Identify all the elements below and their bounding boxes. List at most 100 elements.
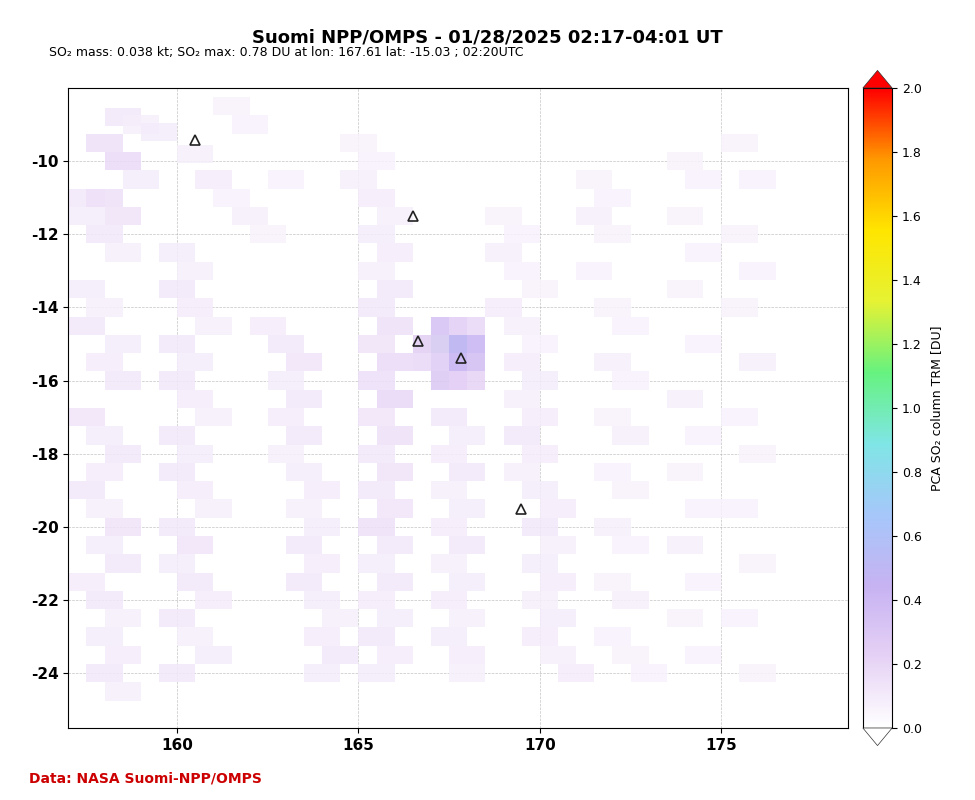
Bar <box>522 591 558 609</box>
Bar <box>177 627 214 646</box>
Bar <box>104 518 140 536</box>
Bar <box>449 463 486 481</box>
Bar <box>104 554 140 573</box>
Bar <box>449 371 486 390</box>
Bar <box>685 170 722 189</box>
Bar <box>667 280 703 298</box>
Bar <box>87 536 123 554</box>
Bar <box>177 145 214 163</box>
Bar <box>195 646 231 664</box>
Bar <box>87 463 123 481</box>
Bar <box>449 536 486 554</box>
Bar <box>449 426 486 445</box>
Bar <box>268 170 304 189</box>
Bar <box>68 408 104 426</box>
Bar <box>359 554 395 573</box>
Bar <box>595 225 631 243</box>
Bar <box>540 609 576 627</box>
Bar <box>68 280 104 298</box>
Bar <box>722 134 758 152</box>
Bar <box>522 627 558 646</box>
Bar <box>486 298 522 317</box>
Bar <box>431 335 467 353</box>
Bar <box>159 664 195 682</box>
Bar <box>104 682 140 701</box>
Y-axis label: PCA SO₂ column TRM [DU]: PCA SO₂ column TRM [DU] <box>930 326 943 490</box>
Bar <box>449 335 486 353</box>
Bar <box>68 317 104 335</box>
Bar <box>286 573 322 591</box>
Bar <box>739 664 776 682</box>
Bar <box>558 664 595 682</box>
Bar <box>123 115 159 134</box>
Bar <box>286 536 322 554</box>
Bar <box>595 573 631 591</box>
Bar <box>304 591 340 609</box>
Bar <box>595 463 631 481</box>
Bar <box>486 243 522 262</box>
Bar <box>685 335 722 353</box>
Bar <box>268 445 304 463</box>
Bar <box>685 499 722 518</box>
Bar <box>376 609 412 627</box>
Bar <box>268 335 304 353</box>
Bar <box>359 371 395 390</box>
Bar <box>304 554 340 573</box>
Bar <box>576 207 612 225</box>
Bar <box>739 170 776 189</box>
Bar <box>431 445 467 463</box>
Bar <box>449 317 486 335</box>
Bar <box>504 463 540 481</box>
Bar <box>595 518 631 536</box>
Bar <box>195 408 231 426</box>
Bar <box>231 115 268 134</box>
Bar <box>268 371 304 390</box>
Bar <box>722 298 758 317</box>
Bar <box>522 335 558 353</box>
Bar <box>177 445 214 463</box>
Bar <box>177 353 214 371</box>
Bar <box>359 518 395 536</box>
Bar <box>359 335 395 353</box>
Bar <box>504 262 540 280</box>
Bar <box>159 518 195 536</box>
Bar <box>104 108 140 126</box>
Bar <box>504 353 540 371</box>
Bar <box>286 463 322 481</box>
Bar <box>195 499 231 518</box>
Bar <box>449 609 486 627</box>
Bar <box>177 481 214 499</box>
Bar <box>376 317 412 335</box>
Bar <box>286 426 322 445</box>
Bar <box>87 353 123 371</box>
Bar <box>595 353 631 371</box>
Bar <box>685 646 722 664</box>
Bar <box>214 97 250 115</box>
Bar <box>612 426 648 445</box>
Bar <box>522 554 558 573</box>
Bar <box>177 536 214 554</box>
Bar <box>376 353 412 371</box>
Bar <box>195 170 231 189</box>
Bar <box>522 371 558 390</box>
Bar <box>104 646 140 664</box>
Bar <box>87 591 123 609</box>
Bar <box>286 353 322 371</box>
Bar <box>87 664 123 682</box>
Bar <box>376 243 412 262</box>
Bar <box>104 207 140 225</box>
Bar <box>595 298 631 317</box>
Bar <box>359 298 395 317</box>
Bar <box>359 481 395 499</box>
Bar <box>376 280 412 298</box>
Bar <box>522 481 558 499</box>
Bar <box>87 134 123 152</box>
Bar <box>722 225 758 243</box>
Bar <box>631 664 667 682</box>
Bar <box>376 536 412 554</box>
Bar <box>612 646 648 664</box>
Bar <box>576 170 612 189</box>
Bar <box>504 390 540 408</box>
Bar <box>739 353 776 371</box>
Bar <box>359 225 395 243</box>
